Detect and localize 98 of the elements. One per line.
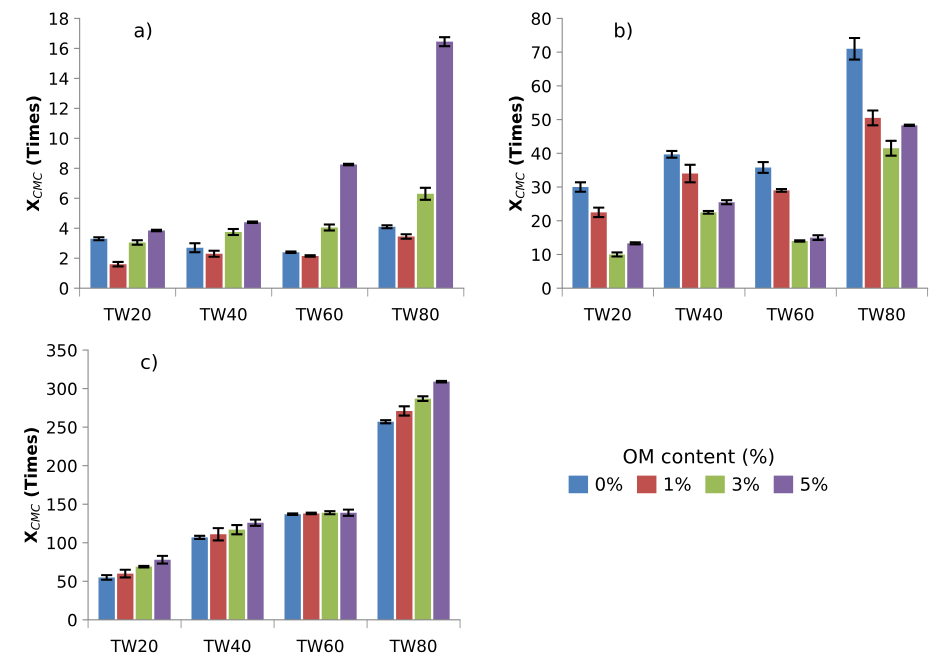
y-tick-label: 12 [50, 102, 68, 115]
bar [136, 566, 152, 620]
y-tick-label: 50 [532, 114, 551, 126]
x-tick-label: TW60 [766, 308, 814, 321]
y-tick-label: 4 [59, 222, 68, 235]
bar [186, 248, 204, 288]
bar [154, 560, 171, 620]
bar [340, 164, 358, 288]
x-tick-label: TW60 [296, 308, 343, 321]
bar [302, 256, 319, 288]
bar [210, 534, 226, 620]
x-tick-label: TW40 [675, 308, 722, 321]
bar [627, 243, 644, 288]
bar [378, 226, 396, 288]
bar [864, 118, 881, 288]
bar [718, 202, 735, 288]
bar [228, 530, 246, 620]
bar [396, 410, 412, 620]
y-tick-label: 0 [68, 614, 77, 626]
bar [664, 154, 680, 288]
y-tick-label: 70 [532, 46, 551, 59]
legend-label: 3% [732, 477, 759, 491]
bar [206, 254, 223, 288]
x-tick-label: TW20 [104, 308, 150, 321]
bar [398, 236, 415, 288]
y-tick-label: 10 [50, 132, 68, 145]
bar [340, 512, 357, 620]
bar [901, 125, 918, 288]
y-tick-label: 8 [60, 162, 68, 175]
y-tick-label: 20 [532, 214, 551, 228]
x-tick-label: TW20 [584, 308, 631, 321]
y-tick-label: 10 [532, 248, 551, 262]
legend-label: 5% [801, 477, 828, 491]
y-tick-label: 16 [50, 42, 68, 55]
bar [572, 187, 589, 288]
legend-label: 0% [596, 477, 622, 491]
bar [433, 382, 450, 620]
bar [117, 574, 134, 620]
legend-label: 1% [664, 477, 691, 491]
bar [700, 212, 716, 288]
bar [303, 513, 320, 620]
x-tick-label: TW80 [392, 308, 439, 321]
bar [282, 252, 300, 288]
bar [320, 228, 338, 288]
bar [244, 222, 261, 288]
y-tick-label: 350 [47, 344, 77, 357]
y-tick-label: 250 [47, 421, 77, 434]
y-tick-label: 150 [48, 498, 77, 511]
x-tick-label: TW80 [858, 308, 905, 321]
bar [322, 512, 338, 620]
x-tick-label: TW40 [204, 640, 250, 652]
bar [98, 577, 115, 620]
y-axis-title: X$_{CMC}$ (Times) [24, 428, 40, 543]
x-tick-label: TW40 [200, 308, 247, 321]
bar [436, 42, 454, 288]
bar [608, 254, 626, 288]
bar [846, 48, 863, 288]
bar [810, 238, 826, 288]
bar [414, 398, 432, 620]
y-tick-label: 30 [532, 181, 551, 194]
bar [284, 514, 301, 620]
bar [191, 537, 208, 620]
bar [247, 522, 264, 620]
bar [883, 148, 900, 288]
annotation: c) [141, 354, 157, 372]
x-tick-label: TW60 [296, 640, 344, 652]
bar [224, 232, 242, 288]
bar [773, 190, 790, 288]
y-axis-title: X$_{CMC}$ (Times) [508, 96, 524, 212]
y-tick-label: 80 [532, 12, 551, 25]
y-tick-label: 14 [50, 72, 68, 85]
x-tick-label: TW80 [390, 640, 436, 652]
bar [110, 264, 127, 288]
y-axis-title: X$_{CMC}$ (Times) [26, 96, 42, 212]
y-tick-label: 6 [60, 192, 68, 205]
annotation: b) [615, 22, 632, 40]
y-tick-label: 0 [60, 282, 68, 295]
annotation: a) [134, 22, 152, 40]
y-tick-label: 2 [60, 252, 68, 265]
bar [377, 422, 394, 620]
y-tick-label: 100 [48, 536, 77, 550]
bar [148, 230, 165, 288]
bar [90, 238, 108, 288]
bar [682, 174, 698, 288]
y-tick-label: 50 [58, 575, 77, 588]
bar [416, 194, 434, 288]
y-tick-label: 300 [47, 382, 77, 396]
legend-title: OM content (%) [624, 448, 774, 466]
bar [128, 242, 146, 288]
bar [792, 240, 808, 288]
bar [590, 212, 607, 288]
bar [755, 167, 772, 288]
y-tick-label: 18 [50, 12, 68, 25]
y-tick-label: 0 [542, 282, 551, 295]
y-tick-label: 60 [532, 80, 551, 92]
y-tick-label: 200 [47, 460, 77, 472]
y-tick-label: 40 [531, 147, 551, 160]
x-tick-label: TW20 [110, 640, 158, 652]
